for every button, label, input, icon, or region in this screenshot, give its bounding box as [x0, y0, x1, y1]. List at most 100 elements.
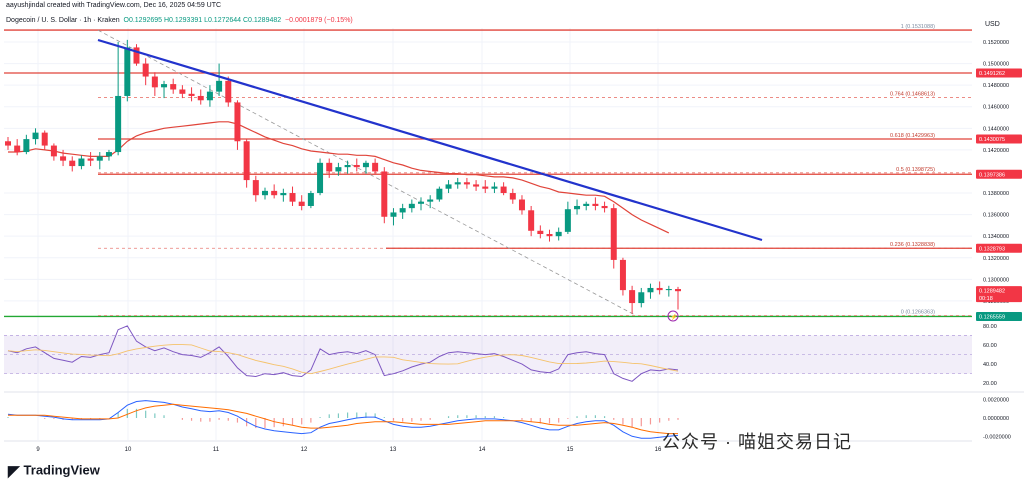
candle — [408, 199, 415, 213]
candle — [197, 89, 204, 105]
candle — [491, 182, 498, 194]
candle-body — [436, 188, 443, 200]
rsi-tick-label: 20.00 — [983, 381, 997, 387]
candle — [537, 225, 544, 239]
candle-body — [574, 205, 581, 210]
candle — [32, 128, 39, 145]
candle — [69, 156, 76, 172]
candle-body — [197, 95, 204, 101]
macd-tick-label: 0.0020000 — [983, 398, 1009, 404]
candle — [656, 281, 663, 295]
candle-body — [362, 162, 369, 168]
candle — [317, 158, 324, 196]
trend-line — [97, 38, 763, 242]
candle-body — [399, 208, 406, 213]
candle — [665, 285, 672, 297]
candle — [151, 72, 158, 96]
candle-body — [463, 182, 470, 185]
candle-body — [142, 63, 149, 77]
candle-body — [271, 190, 278, 196]
price-tick-label: 0.1440000 — [983, 126, 1009, 132]
candle — [261, 187, 268, 200]
price-tick-label: 0.1520000 — [983, 40, 1009, 46]
candle-body — [317, 162, 324, 194]
candle-body — [418, 201, 425, 204]
macd-line — [7, 400, 679, 439]
candle-body — [454, 182, 461, 185]
candle-body — [491, 186, 498, 189]
candle-body — [41, 132, 48, 146]
price-box-label: 0.1491262 — [979, 71, 1005, 77]
fib-level-label: 1 (0.1531088) — [901, 24, 935, 30]
candle — [96, 152, 103, 170]
candle — [372, 158, 379, 174]
time-tick-label: 13 — [390, 447, 397, 453]
candle-body — [647, 287, 654, 293]
candle-body — [170, 84, 177, 90]
candle-body — [353, 164, 360, 168]
candle — [555, 227, 562, 241]
candle-body — [23, 139, 30, 153]
candle — [427, 195, 434, 209]
candle-body — [546, 234, 553, 237]
candle — [518, 195, 525, 215]
candle-body — [50, 145, 57, 157]
price-tick-label: 0.1340000 — [983, 234, 1009, 240]
candle — [647, 283, 654, 299]
candle-body — [243, 141, 250, 181]
price-box — [976, 286, 1022, 303]
rsi-tick-label: 60.00 — [983, 343, 997, 349]
alert-icon — [667, 310, 679, 322]
candle-body — [509, 193, 516, 200]
candle — [344, 160, 351, 174]
candle — [638, 287, 645, 308]
rsi-line — [7, 325, 679, 382]
candle-body — [344, 164, 351, 168]
candle-body — [390, 212, 397, 217]
candle — [418, 197, 425, 211]
candle-body — [564, 209, 571, 232]
price-tick-label: 0.1500000 — [983, 62, 1009, 68]
candle — [592, 197, 599, 211]
candle — [252, 175, 259, 202]
candle-body — [592, 203, 599, 206]
candle — [546, 229, 553, 242]
candle — [179, 85, 186, 99]
candle-body — [216, 80, 223, 92]
candle-body — [14, 145, 21, 153]
fib-level-label: 0.5 (0.1398725) — [896, 167, 935, 173]
macd-tick-label: 0.0000000 — [983, 416, 1009, 422]
price-box-label: 0.1430075 — [979, 137, 1005, 143]
candle-body — [482, 186, 489, 189]
rsi-tick-label: 80.00 — [983, 324, 997, 330]
time-tick-label: 11 — [213, 447, 220, 453]
candle-body — [518, 199, 525, 211]
candle-body — [500, 186, 507, 194]
rsi-ma-line — [7, 344, 679, 375]
price-box — [976, 134, 1022, 144]
macd-signal-line — [8, 403, 678, 435]
candle-body — [610, 208, 617, 260]
candle — [326, 158, 333, 178]
time-tick-label: 16 — [655, 447, 662, 453]
tradingview-logo[interactable]: ◤ TradingView — [8, 462, 100, 480]
candle — [675, 286, 681, 310]
candle — [161, 80, 168, 99]
candle-body — [629, 290, 636, 304]
fib-level-label: 0 (0.1266363) — [901, 310, 935, 316]
price-box — [976, 243, 1022, 253]
currency-label: USD — [985, 21, 1000, 28]
price-box-countdown: 00:18 — [979, 296, 993, 302]
price-tick-label: 0.1460000 — [983, 105, 1009, 111]
candle-body — [234, 102, 241, 142]
candle-body — [179, 89, 186, 94]
price-box-label: 0.1328793 — [979, 246, 1005, 252]
candle-body — [252, 180, 259, 196]
candle-body — [206, 91, 213, 101]
time-tick-label: 9 — [36, 447, 40, 453]
symbol-name[interactable]: Dogecoin / U. S. Dollar · 1h · Kraken — [6, 17, 120, 24]
candle — [133, 44, 140, 66]
candle-body — [5, 141, 11, 146]
price-box-label: 0.1397386 — [979, 172, 1005, 178]
